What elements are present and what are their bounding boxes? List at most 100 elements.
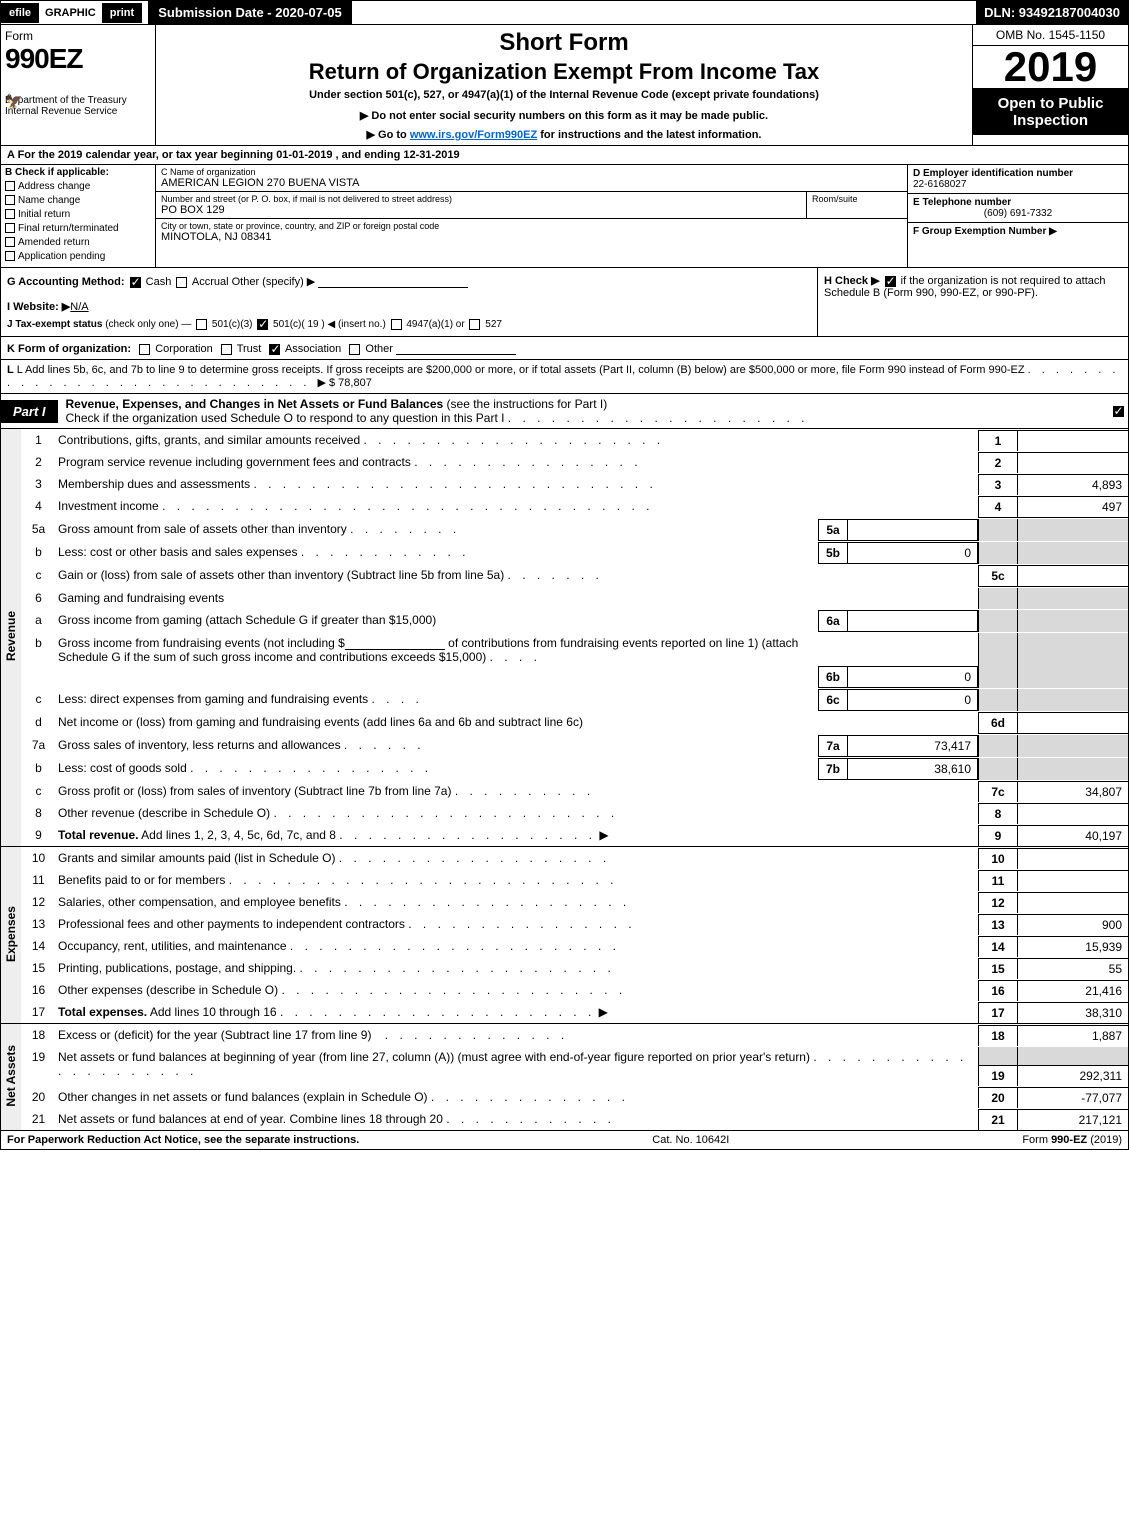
i-value: N/A <box>70 301 88 313</box>
g-cash: Cash <box>146 276 172 288</box>
k-trust: Trust <box>237 343 262 355</box>
efile-btn[interactable]: efile <box>1 3 39 23</box>
line-2: 2 Program service revenue including gove… <box>21 451 1128 473</box>
line-20: 20 Other changes in net assets or fund b… <box>21 1086 1128 1108</box>
line-19: 19 Net assets or fund balances at beginn… <box>21 1046 1128 1086</box>
b-name-change[interactable]: Name change <box>5 195 151 206</box>
line-7c-amt: 34,807 <box>1018 781 1128 802</box>
j-527-check[interactable] <box>469 319 480 330</box>
goto-post: for instructions and the latest informat… <box>537 129 761 141</box>
line-13-amt: 900 <box>1018 914 1128 935</box>
b-amended[interactable]: Amended return <box>5 237 151 248</box>
line-12: 12 Salaries, other compensation, and emp… <box>21 891 1128 913</box>
b-final-return[interactable]: Final return/terminated <box>5 223 151 234</box>
side-label-expenses: Expenses <box>1 847 21 1024</box>
b-address-change[interactable]: Address change <box>5 181 151 192</box>
line-11: 11 Benefits paid to or for members . . .… <box>21 869 1128 891</box>
gh-row: G Accounting Method: Cash Accrual Other … <box>1 268 1128 337</box>
irs-name: Internal Revenue Service <box>5 106 151 117</box>
page-footer: For Paperwork Reduction Act Notice, see … <box>1 1130 1128 1149</box>
title-return: Return of Organization Exempt From Incom… <box>162 59 966 85</box>
line-20-amt: -77,077 <box>1018 1087 1128 1108</box>
line-9-amt: 40,197 <box>1018 825 1128 846</box>
d-ein: D Employer identification number 22-6168… <box>908 165 1128 194</box>
c-city-value: MINOTOLA, NJ 08341 <box>161 231 902 243</box>
line-1-amt <box>1018 430 1128 451</box>
j-4947: 4947(a)(1) or <box>406 319 464 330</box>
part1-schedule-o-check[interactable] <box>1108 404 1128 418</box>
line-6a: a Gross income from gaming (attach Sched… <box>21 609 1128 632</box>
part1-tag: Part I <box>1 400 58 423</box>
side-label-net-assets: Net Assets <box>1 1024 21 1131</box>
part1-check-text: Check if the organization used Schedule … <box>66 411 505 425</box>
j-label: J Tax-exempt status <box>7 319 102 330</box>
l-amount: ▶ $ 78,807 <box>317 377 371 389</box>
k-other-check[interactable] <box>349 344 360 355</box>
d-tel: E Telephone number (609) 691-7332 <box>908 194 1128 223</box>
line-5b-amt: 0 <box>848 542 978 564</box>
h-pre: H Check ▶ <box>824 275 883 287</box>
j-501c3-check[interactable] <box>196 319 207 330</box>
line-6b: b Gross income from fundraising events (… <box>21 632 1128 688</box>
k-corp-check[interactable] <box>139 344 150 355</box>
dept-treasury: Department of the Treasury <box>5 95 151 106</box>
footer-right: Form 990-EZ (2019) <box>1022 1134 1122 1146</box>
footer-left: For Paperwork Reduction Act Notice, see … <box>7 1134 359 1146</box>
k-trust-check[interactable] <box>221 344 232 355</box>
line-13: 13 Professional fees and other payments … <box>21 913 1128 935</box>
top-bar: efile GRAPHIC print Submission Date - 20… <box>1 1 1128 25</box>
b-header: B Check if applicable: <box>5 167 151 178</box>
g-accrual: Accrual <box>192 276 229 288</box>
j-501c3: 501(c)(3) <box>212 319 253 330</box>
line-3-amt: 4,893 <box>1018 474 1128 495</box>
irs-link[interactable]: www.irs.gov/Form990EZ <box>410 129 537 141</box>
k-assoc: Association <box>285 343 341 355</box>
form-word: Form <box>5 29 151 43</box>
part1-title: Revenue, Expenses, and Changes in Net As… <box>58 394 1108 428</box>
footer-mid: Cat. No. 10642I <box>652 1134 729 1146</box>
open-public: Open to Public Inspection <box>973 88 1128 135</box>
c-address-row: Number and street (or P. O. box, if mail… <box>156 192 907 219</box>
line-7a-amt: 73,417 <box>848 735 978 757</box>
g-accrual-check[interactable] <box>176 277 187 288</box>
subtitle-goto: ▶ Go to www.irs.gov/Form990EZ for instru… <box>162 128 966 141</box>
g-other: Other (specify) ▶ <box>232 276 316 288</box>
line-21: 21 Net assets or fund balances at end of… <box>21 1108 1128 1130</box>
form-header: Form 990EZ 🦅 Department of the Treasury … <box>1 25 1128 146</box>
header-mid: Short Form Return of Organization Exempt… <box>156 25 973 145</box>
line-1-desc: Contributions, gifts, grants, and simila… <box>58 433 360 447</box>
c-name-label: C Name of organization <box>161 167 902 177</box>
k-assoc-check[interactable] <box>269 344 280 355</box>
h-check[interactable] <box>885 276 896 287</box>
side-label-revenue: Revenue <box>1 429 21 847</box>
h-schedule-b: H Check ▶ if the organization is not req… <box>818 268 1128 336</box>
graphic-label: GRAPHIC <box>39 3 102 23</box>
line-6d: d Net income or (loss) from gaming and f… <box>21 711 1128 734</box>
line-21-amt: 217,121 <box>1018 1109 1128 1130</box>
c-name: C Name of organization AMERICAN LEGION 2… <box>156 165 907 192</box>
financial-table: Revenue 1 Contributions, gifts, grants, … <box>1 429 1128 1130</box>
print-btn[interactable]: print <box>102 3 142 23</box>
line-7b: b Less: cost of goods sold . . . . . . .… <box>21 757 1128 780</box>
b-pending[interactable]: Application pending <box>5 251 151 262</box>
line-1: 1 Contributions, gifts, grants, and simi… <box>21 429 1128 451</box>
irs-eagle-icon: 🦅 <box>5 93 22 110</box>
g-accounting: G Accounting Method: Cash Accrual Other … <box>1 268 818 336</box>
line-10: 10 Grants and similar amounts paid (list… <box>21 847 1128 869</box>
c-address: Number and street (or P. O. box, if mail… <box>156 192 807 218</box>
k-corp: Corporation <box>155 343 212 355</box>
c-city-label: City or town, state or province, country… <box>161 221 902 231</box>
line-18: 18 Excess or (deficit) for the year (Sub… <box>21 1024 1128 1046</box>
line-16: 16 Other expenses (describe in Schedule … <box>21 979 1128 1001</box>
g-cash-check[interactable] <box>130 277 141 288</box>
subtitle-section: Under section 501(c), 527, or 4947(a)(1)… <box>162 89 966 101</box>
line-17-amt: 38,310 <box>1018 1002 1128 1023</box>
header-left: Form 990EZ 🦅 Department of the Treasury … <box>1 25 156 145</box>
form-number: 990EZ <box>5 43 151 75</box>
c-city: City or town, state or province, country… <box>156 219 907 245</box>
j-4947-check[interactable] <box>391 319 402 330</box>
goto-pre: ▶ Go to <box>367 129 410 141</box>
j-501c-check[interactable] <box>257 319 268 330</box>
b-initial-return[interactable]: Initial return <box>5 209 151 220</box>
d-group: F Group Exemption Number ▶ <box>908 223 1128 240</box>
